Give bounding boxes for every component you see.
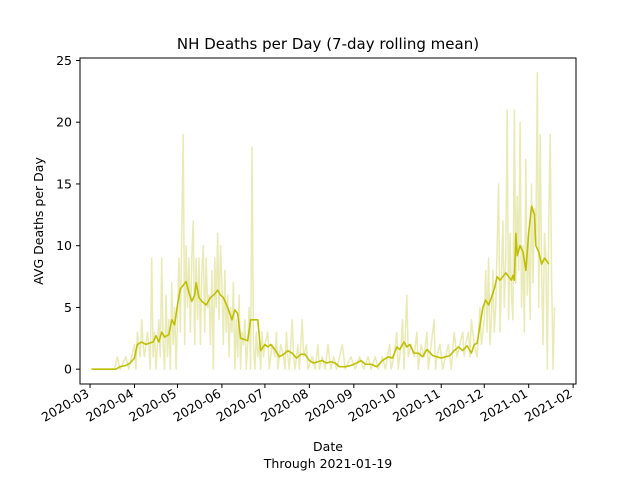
y-tick-label: 15 xyxy=(56,176,72,191)
daily-deaths-line xyxy=(91,72,556,370)
y-tick-label: 20 xyxy=(56,115,72,130)
y-tick-label: 10 xyxy=(56,238,72,253)
rolling-mean-line xyxy=(91,205,550,370)
x-axis-note: Through 2021-01-19 xyxy=(263,456,393,471)
y-tick-label: 25 xyxy=(56,53,72,68)
y-tick-label: 5 xyxy=(64,300,72,315)
plot-frame xyxy=(79,57,577,385)
y-axis-label: AVG Deaths per Day xyxy=(31,157,46,285)
chart-title: NH Deaths per Day (7-day rolling mean) xyxy=(177,35,479,53)
y-tick-label: 0 xyxy=(64,362,72,377)
y-axis: 0 5 10 15 20 25 xyxy=(56,53,80,377)
x-axis-label: Date xyxy=(313,439,343,454)
plot-series xyxy=(91,72,556,370)
